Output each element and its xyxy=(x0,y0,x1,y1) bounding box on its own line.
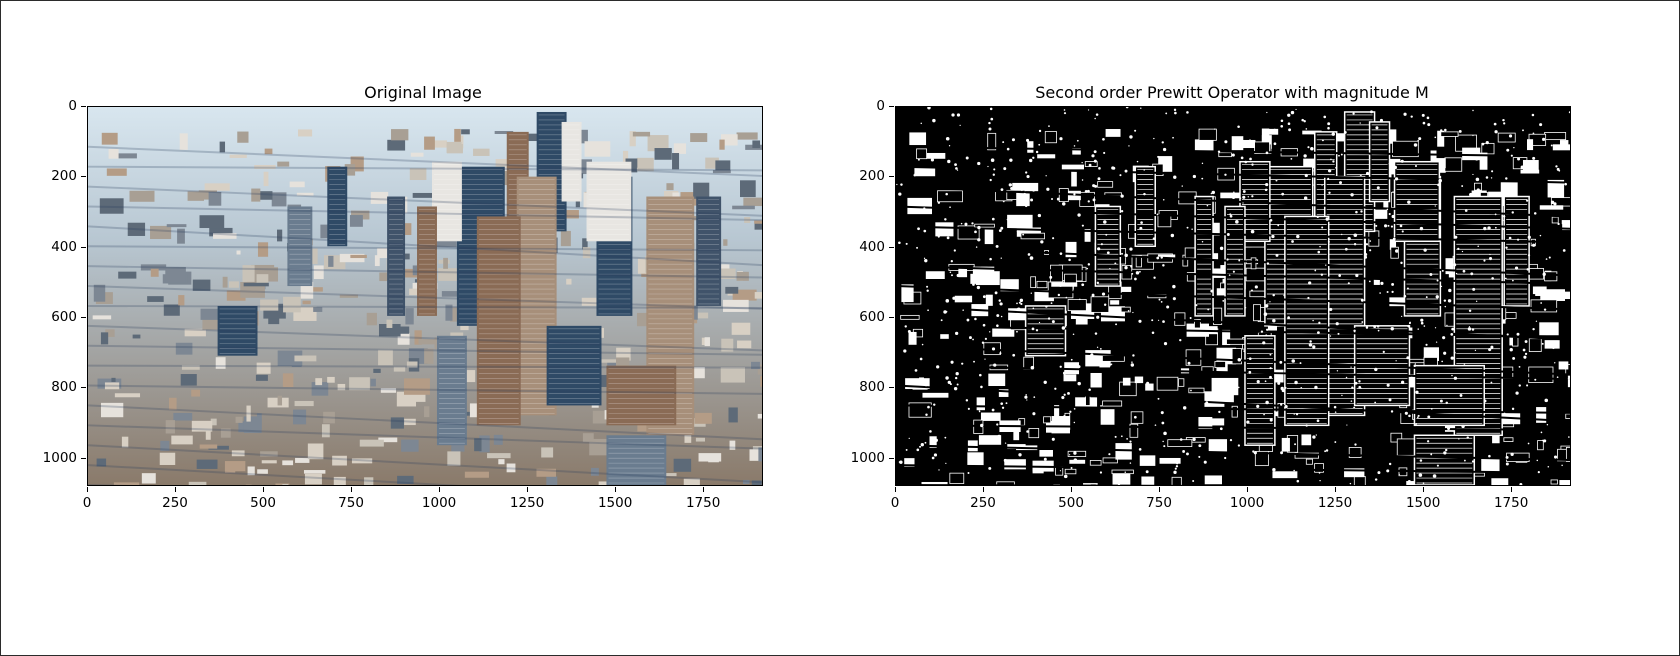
x-tick-label: 1750 xyxy=(673,487,733,511)
y-tick-label: 0 xyxy=(825,98,894,114)
y-tick-label: 400 xyxy=(17,239,86,255)
x-tick-label: 1250 xyxy=(497,487,557,511)
y-tick-label: 600 xyxy=(825,309,894,325)
y-tick-label: 200 xyxy=(17,168,86,184)
x-tick-label: 250 xyxy=(953,487,1013,511)
x-tick-label: 0 xyxy=(57,487,117,511)
x-tick-label: 0 xyxy=(865,487,925,511)
prewitt-image xyxy=(895,106,1571,486)
x-tick-label: 750 xyxy=(1129,487,1189,511)
x-tick-label: 1500 xyxy=(585,487,645,511)
panel-title-original: Original Image xyxy=(364,83,482,102)
city-skyline-photo-icon xyxy=(88,107,762,485)
y-tick-label: 1000 xyxy=(17,450,86,466)
edge-detection-map-icon xyxy=(896,107,1570,485)
x-tick-label: 750 xyxy=(321,487,381,511)
x-tick-label: 500 xyxy=(1041,487,1101,511)
x-tick-label: 1000 xyxy=(409,487,469,511)
y-tick-label: 1000 xyxy=(825,450,894,466)
x-tick-label: 1250 xyxy=(1305,487,1365,511)
y-tick-label: 200 xyxy=(825,168,894,184)
y-tick-label: 0 xyxy=(17,98,86,114)
x-tick-label: 1000 xyxy=(1217,487,1277,511)
x-tick-label: 1750 xyxy=(1481,487,1541,511)
y-tick-label: 800 xyxy=(825,379,894,395)
y-tick-label: 400 xyxy=(825,239,894,255)
panel-title-prewitt: Second order Prewitt Operator with magni… xyxy=(1035,83,1429,102)
y-tick-label: 600 xyxy=(17,309,86,325)
y-tick-label: 800 xyxy=(17,379,86,395)
x-tick-label: 250 xyxy=(145,487,205,511)
x-tick-label: 500 xyxy=(233,487,293,511)
original-image xyxy=(87,106,763,486)
x-tick-label: 1500 xyxy=(1393,487,1453,511)
